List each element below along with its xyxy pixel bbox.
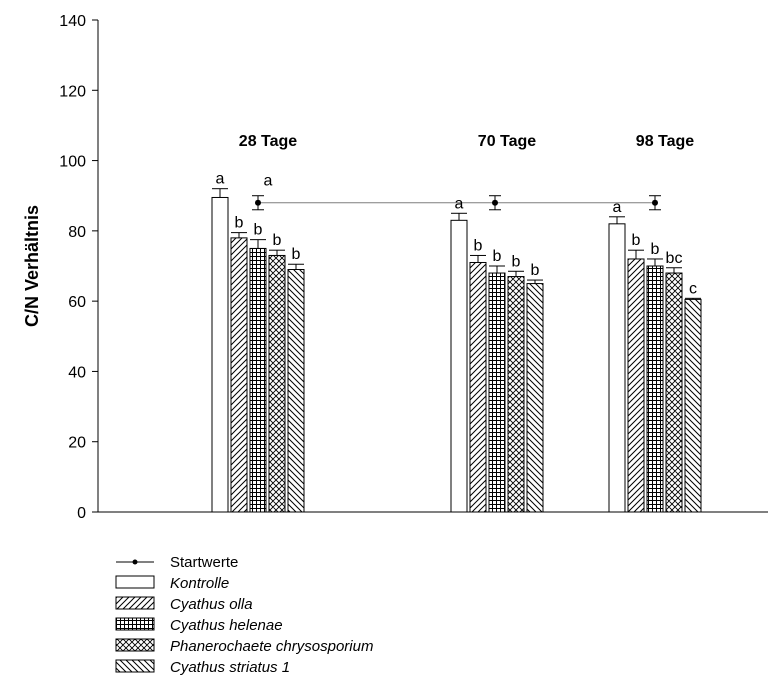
significance-letter: a — [613, 199, 622, 216]
significance-letter: b — [493, 248, 502, 265]
bar — [665, 272, 683, 513]
significance-letter: b — [474, 237, 483, 254]
bar — [608, 223, 626, 513]
y-tick-label: 0 — [77, 505, 86, 522]
legend-label: Cyathus olla — [170, 596, 253, 613]
reference-point — [255, 199, 261, 206]
significance-letter: b — [292, 246, 301, 263]
legend-label: Startwerte — [170, 554, 238, 571]
legend-label: Cyathus helenae — [170, 617, 283, 634]
legend-label: Phanerochaete chrysosporium — [170, 638, 373, 655]
legend-swatch — [115, 617, 155, 631]
group-label: 28 Tage — [239, 133, 298, 150]
group-label: 70 Tage — [478, 133, 537, 150]
y-tick-label: 80 — [68, 224, 86, 241]
y-tick-label: 140 — [59, 13, 86, 30]
significance-letter: a — [216, 171, 225, 188]
reference-point — [492, 199, 498, 206]
legend-swatch — [115, 575, 155, 589]
y-tick-label: 40 — [68, 364, 86, 381]
legend-swatch — [115, 638, 155, 652]
axes: 0 20 40 60 80 100 120 140 C/N Verhältnis — [22, 13, 768, 522]
bar — [450, 219, 468, 513]
bar — [488, 272, 506, 513]
legend-point-swatch — [132, 559, 138, 565]
bar — [287, 269, 305, 513]
group-label: 98 Tage — [636, 133, 695, 150]
significance-letter: b — [273, 232, 282, 249]
legend-swatch — [115, 659, 155, 673]
y-tick-label: 60 — [68, 294, 86, 311]
y-tick-label: 20 — [68, 435, 86, 452]
bar — [249, 247, 267, 513]
y-tick-label: 100 — [59, 154, 86, 171]
significance-letter: b — [235, 215, 244, 232]
y-tick-label: 120 — [59, 83, 86, 100]
significance-letter: b — [651, 241, 660, 258]
reference-point — [652, 199, 658, 206]
legend-label: Cyathus striatus 1 — [170, 659, 290, 676]
legend: Startwerte Kontrolle Cyathus olla Cyathus h… — [115, 554, 373, 676]
reference-letter: a — [264, 173, 273, 190]
significance-letter: bc — [666, 250, 683, 267]
significance-letter: c — [689, 280, 697, 297]
legend-label: Kontrolle — [170, 575, 229, 592]
bars — [211, 188, 702, 513]
bar — [646, 265, 664, 513]
y-axis-title: C/N Verhältnis — [22, 205, 42, 327]
bar — [684, 298, 702, 513]
significance-letter: b — [632, 232, 641, 249]
significance-letter: b — [254, 222, 263, 239]
significance-letter: a — [455, 195, 464, 212]
significance-letter: b — [512, 253, 521, 270]
bar — [230, 237, 248, 513]
bar — [507, 276, 525, 513]
significance-letter: b — [531, 262, 540, 279]
bar — [268, 254, 286, 513]
bar — [469, 261, 487, 513]
bar — [526, 283, 544, 513]
bar — [211, 196, 229, 513]
reference-series — [252, 195, 661, 211]
bar — [627, 258, 645, 513]
legend-swatch — [115, 596, 155, 610]
